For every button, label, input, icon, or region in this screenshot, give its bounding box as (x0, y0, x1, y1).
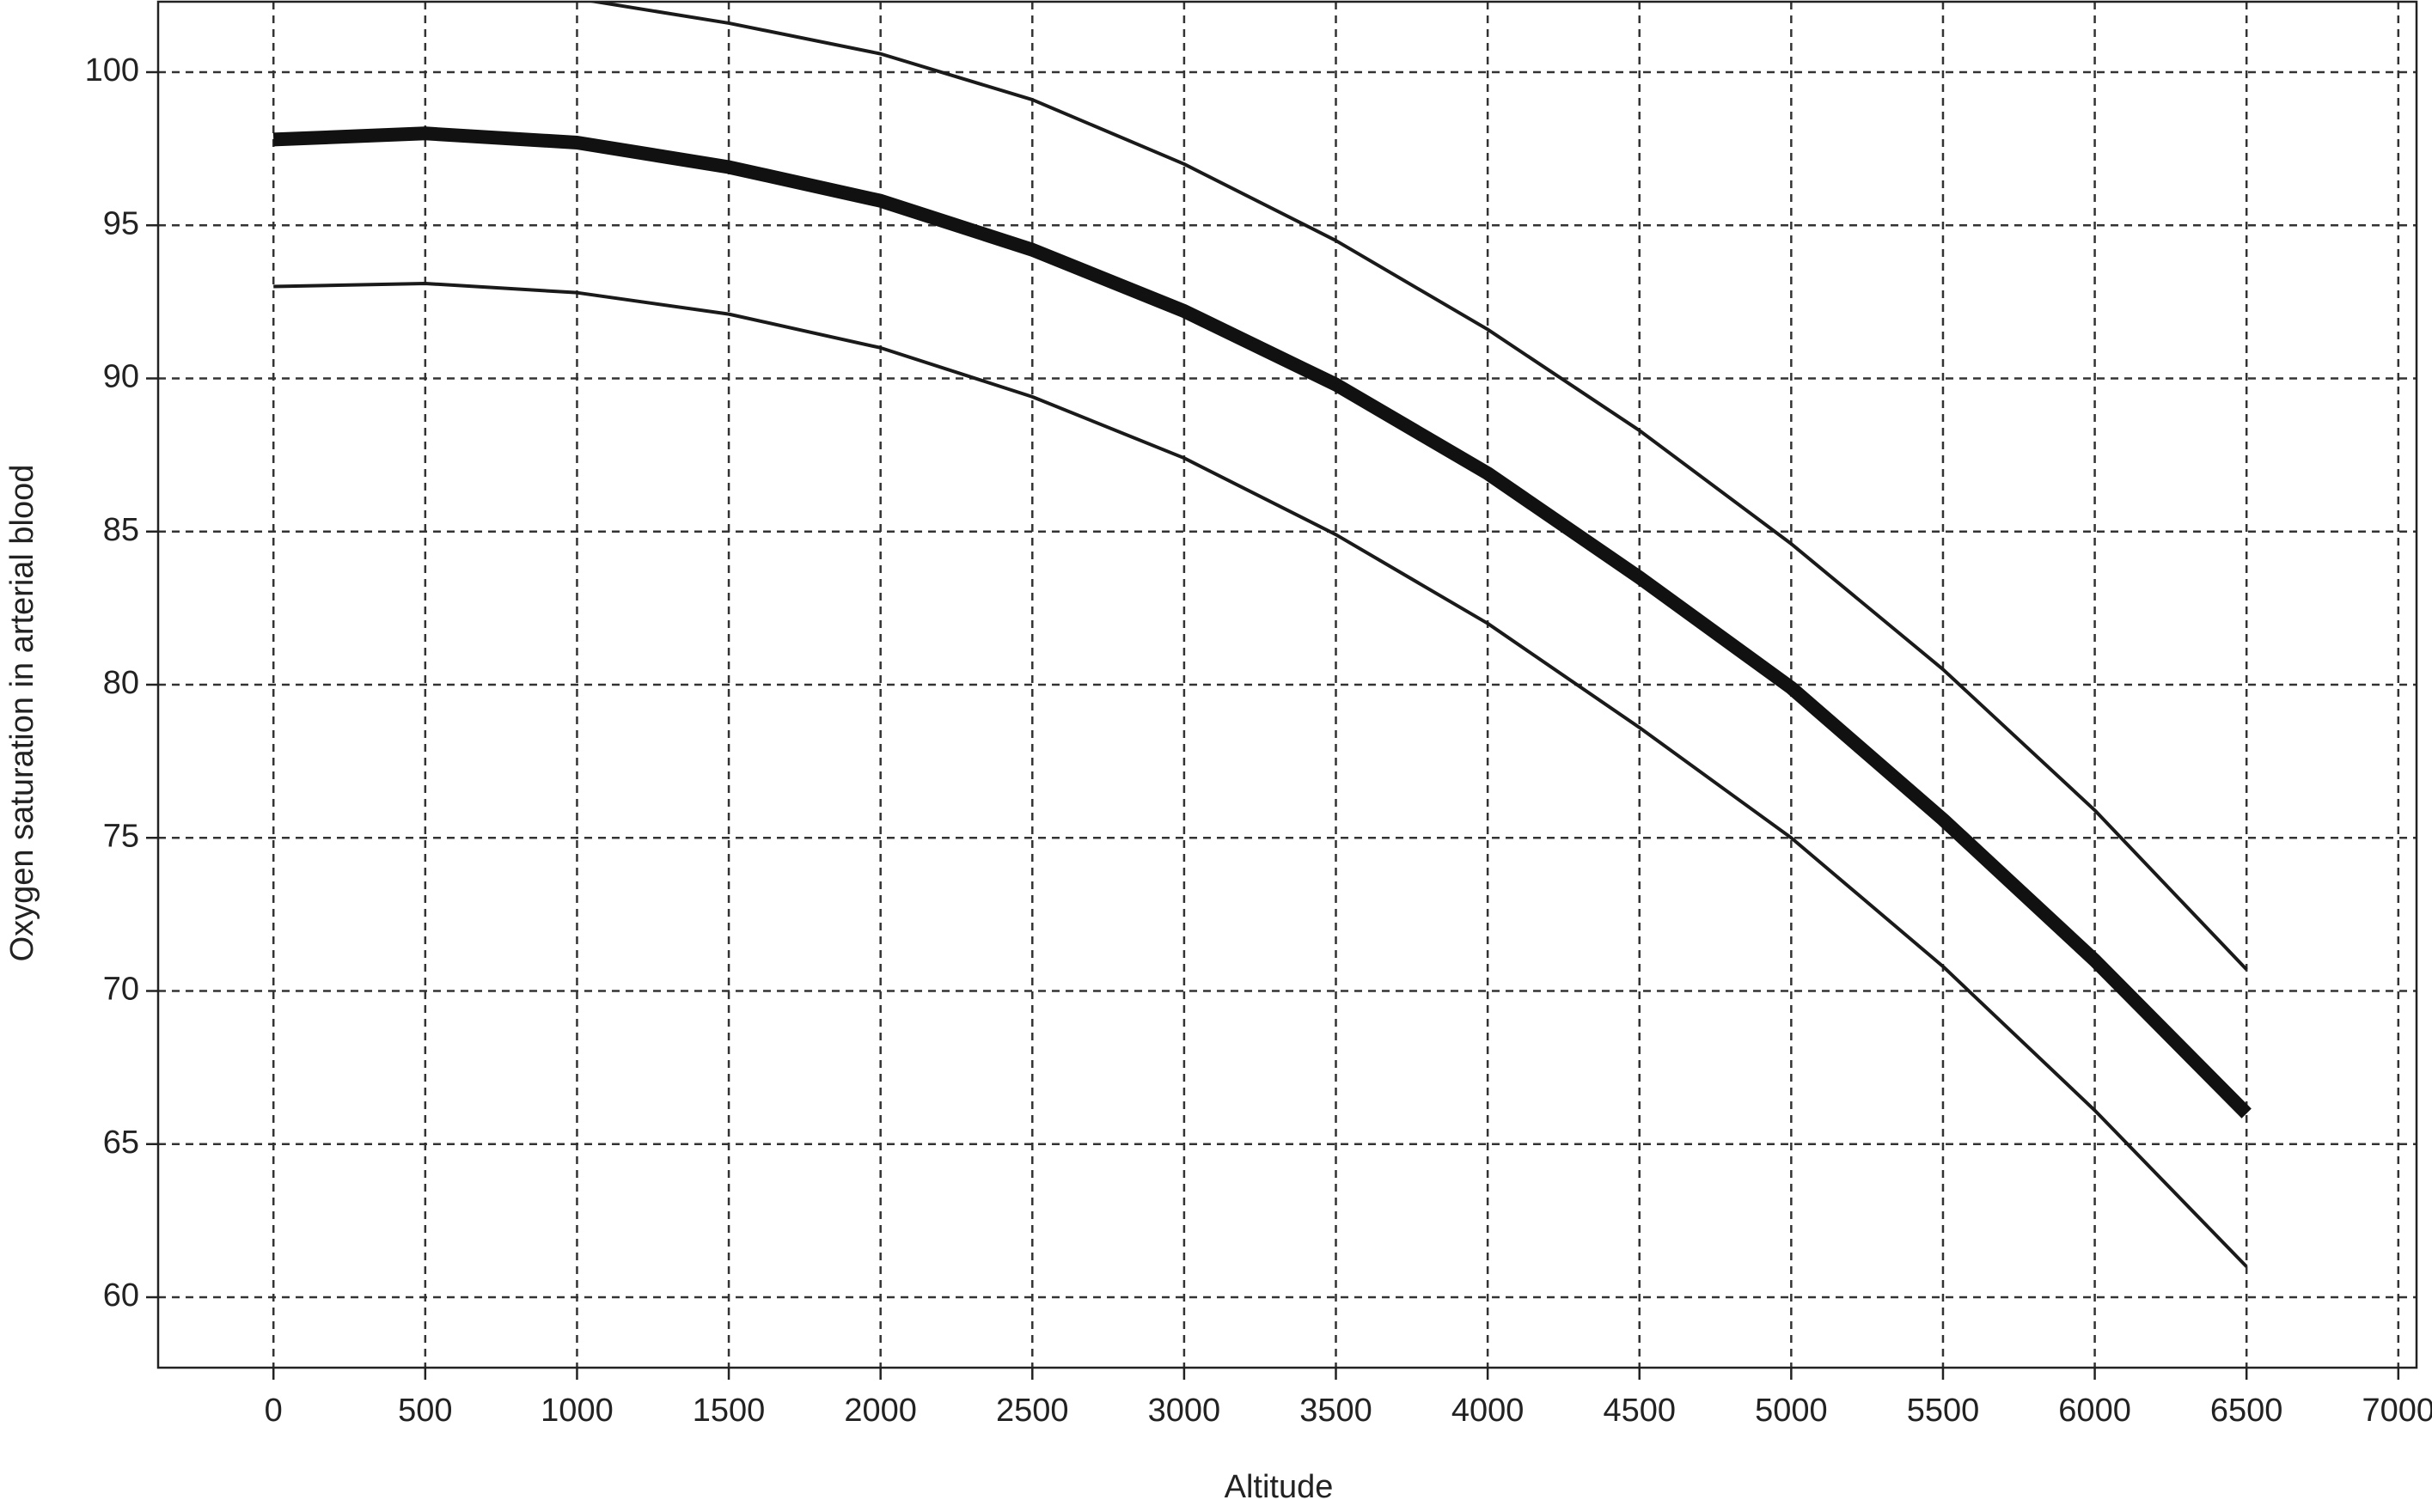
y-tick-label: 65 (103, 1125, 139, 1161)
x-tick-label: 4000 (1451, 1393, 1525, 1429)
y-tick-label: 85 (103, 512, 139, 548)
plot-frame (156, 0, 2418, 1369)
x-tick-label: 4500 (1603, 1393, 1676, 1429)
x-tick-label: 0 (265, 1393, 283, 1429)
y-tick-label: 90 (103, 359, 139, 395)
x-tick-label: 7000 (2362, 1393, 2432, 1429)
x-tick-label: 5000 (1755, 1393, 1828, 1429)
x-tick-label: 2500 (996, 1393, 1069, 1429)
x-tick-label: 5500 (1907, 1393, 1980, 1429)
y-tick-label: 80 (103, 665, 139, 701)
x-tick-label: 1000 (541, 1393, 614, 1429)
y-tick-label: 100 (85, 52, 139, 88)
x-axis-label: Altitude (1225, 1469, 1334, 1505)
x-tick-label: 3500 (1299, 1393, 1372, 1429)
series-line (584, 2, 2248, 971)
x-tick-label: 2000 (844, 1393, 917, 1429)
plot-area (158, 2, 2417, 1368)
x-tick-label: 6500 (2210, 1393, 2283, 1429)
y-tick-label: 95 (103, 205, 139, 241)
y-tick-label: 60 (103, 1277, 139, 1314)
x-tick-label: 500 (398, 1393, 452, 1429)
y-tick-label: 70 (103, 972, 139, 1008)
x-tick-label: 1500 (693, 1393, 766, 1429)
x-tick-label: 6000 (2058, 1393, 2131, 1429)
y-axis-label: Oxygen saturation in arterial blood (4, 465, 40, 962)
y-tick-label: 75 (103, 818, 139, 854)
x-tick-label: 3000 (1148, 1393, 1221, 1429)
series-line (272, 126, 2252, 1119)
series-line (273, 281, 2248, 1268)
